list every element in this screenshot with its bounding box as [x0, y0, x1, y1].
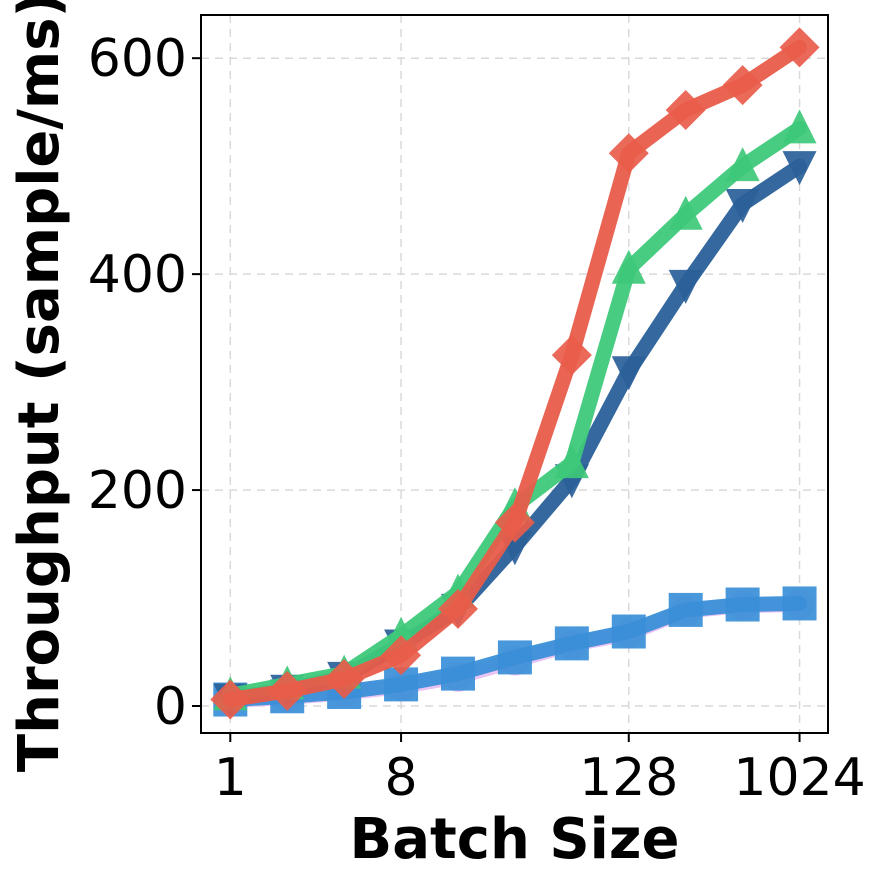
x-tick-label: 1	[214, 748, 247, 808]
x-axis-title: Batch Size	[350, 807, 680, 872]
data-point	[725, 188, 760, 223]
series-2	[213, 586, 817, 717]
y-axis-title: Throughput (sample/ms)	[7, 0, 72, 772]
grid	[201, 15, 828, 733]
y-tick-label: 600	[88, 29, 187, 89]
ticks: 1 8 128 1024 0 200 400 600	[88, 29, 866, 808]
data-point	[324, 659, 365, 700]
data-point	[554, 444, 589, 479]
data-point	[440, 656, 475, 691]
data-point	[497, 640, 532, 675]
data-point	[668, 195, 703, 230]
data-point	[668, 269, 703, 304]
data-point	[608, 133, 649, 174]
series-3	[213, 151, 817, 718]
y-tick-label: 0	[154, 677, 187, 737]
x-tick-label: 128	[579, 748, 678, 808]
y-tick-label: 400	[88, 245, 187, 305]
data-point	[267, 670, 308, 711]
data-point	[725, 587, 760, 622]
x-tick-label: 8	[385, 748, 418, 808]
data-point	[668, 592, 703, 627]
x-tick-label: 1024	[733, 748, 865, 808]
data-point	[782, 109, 817, 144]
data-point	[551, 335, 592, 376]
data-point	[782, 151, 817, 186]
data-point	[665, 90, 706, 131]
data-point	[554, 626, 589, 661]
data-point	[611, 356, 646, 391]
data-point	[437, 588, 478, 629]
data-point	[210, 679, 251, 720]
y-tick-label: 200	[88, 461, 187, 521]
data-point	[782, 586, 817, 621]
data-point	[494, 502, 535, 543]
data-point	[722, 65, 763, 106]
data-point	[381, 635, 422, 676]
data-point	[611, 614, 646, 649]
series-line	[222, 158, 808, 706]
data-point	[725, 147, 760, 182]
series-layer	[210, 27, 820, 720]
data-point	[611, 249, 646, 284]
data-point	[779, 27, 820, 68]
series-5	[210, 27, 820, 720]
plot-frame	[200, 14, 829, 734]
